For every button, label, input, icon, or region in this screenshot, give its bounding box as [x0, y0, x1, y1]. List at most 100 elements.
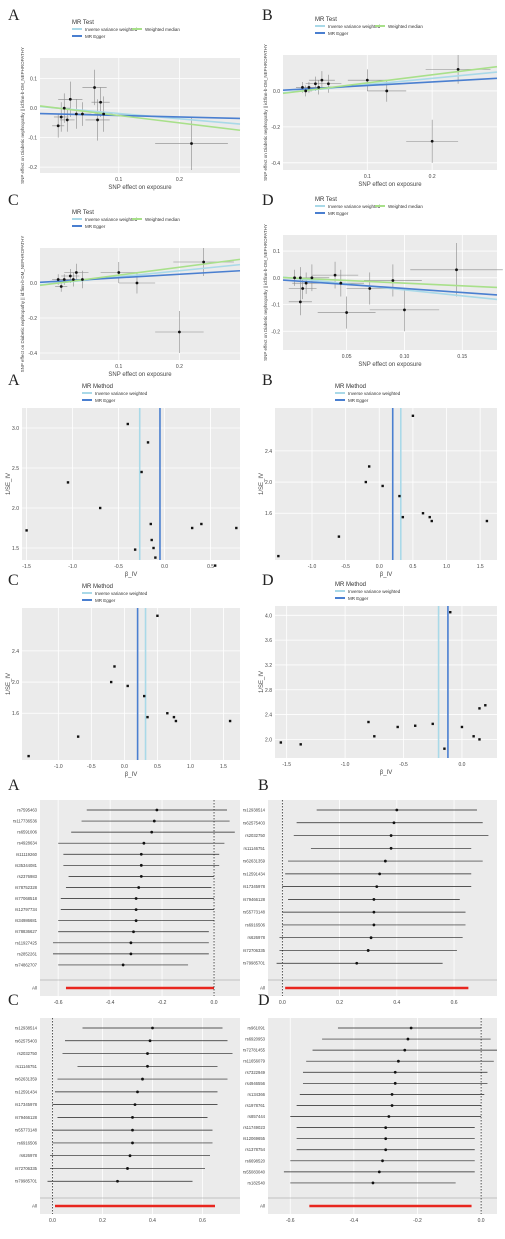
data-point: [401, 515, 405, 519]
legend-item: MR Egger: [85, 34, 106, 39]
data-point: [421, 512, 425, 515]
snp-label: rs79466128: [243, 897, 266, 902]
snp-label: rs77068518: [15, 896, 38, 901]
data-point: [177, 330, 181, 334]
data-point: [431, 722, 434, 726]
data-point: [304, 281, 308, 285]
data-point: [299, 743, 302, 746]
point-estimate: [139, 863, 143, 867]
snp-label: rs12938514: [15, 1026, 38, 1031]
data-point: [235, 526, 238, 530]
snp-label: rs6916506: [17, 1140, 37, 1145]
data-point: [449, 611, 452, 614]
data-point: [146, 441, 150, 444]
point-estimate: [129, 941, 133, 945]
y-tick-label: 2.0: [12, 680, 19, 686]
snp-label: rs2852261: [17, 951, 37, 956]
legend-item: MR Egger: [328, 211, 349, 216]
snp-label: rs11927425: [15, 940, 37, 945]
legend-item: Inverse variance weighted: [85, 217, 138, 222]
x-tick-label: 1.0: [443, 564, 450, 570]
data-point: [298, 276, 302, 280]
legend-title: MR Method: [335, 582, 366, 588]
data-point: [213, 564, 217, 567]
forest-plot: 0.0 0.2 0.4 0.6 rs12938514 rs62575403 rs203275…: [15, 1018, 240, 1224]
point-estimate: [395, 808, 399, 812]
data-point: [326, 82, 330, 86]
y-tick-label: 4.0: [265, 613, 272, 619]
snp-label: rs4946556: [245, 1081, 265, 1086]
data-point: [277, 554, 280, 558]
x-tick-label: 1.5: [477, 564, 484, 570]
y-tick-label: -0.1: [271, 303, 280, 309]
snp-label: rs55773148: [15, 1128, 38, 1133]
data-point: [126, 422, 129, 426]
point-estimate: [403, 1048, 407, 1052]
data-point: [314, 82, 317, 86]
legend-title: MR Method: [82, 584, 113, 590]
snp-label: rs1978761: [245, 1103, 265, 1108]
data-point: [485, 519, 489, 523]
data-point: [146, 715, 149, 719]
y-axis-title: SNP effect on Diabetic nephropathy || id…: [20, 236, 25, 373]
point-estimate: [126, 1167, 129, 1170]
panel-label: D: [262, 572, 274, 589]
data-point: [93, 86, 96, 89]
x-tick-label: 1.5: [220, 764, 227, 770]
snp-label: rs6920953: [245, 1037, 265, 1042]
panel-label: D: [258, 992, 270, 1009]
data-point: [74, 271, 78, 274]
data-point: [304, 89, 308, 93]
x-tick-label: 0.5: [207, 564, 214, 570]
point-estimate: [134, 919, 138, 923]
x-tick-label: 0.0: [161, 564, 168, 570]
y-tick-label: 0.0: [30, 281, 37, 287]
data-point: [430, 139, 434, 143]
y-tick-label: 0.1: [273, 249, 280, 255]
data-point: [339, 281, 343, 285]
point-estimate: [378, 872, 382, 876]
data-point: [59, 115, 63, 119]
point-estimate: [129, 952, 133, 956]
regression-line-0: [282, 276, 498, 301]
point-estimate: [128, 1154, 132, 1158]
data-point: [455, 268, 458, 272]
x-tick-label: -1.5: [22, 564, 31, 570]
data-point: [317, 85, 321, 89]
plot-panel: [40, 248, 240, 360]
y-tick-label: -0.2: [28, 316, 37, 322]
data-point: [381, 484, 384, 488]
x-tick-label: 0.2: [336, 1000, 343, 1006]
point-estimate: [372, 897, 376, 901]
data-point: [98, 506, 102, 510]
data-point: [202, 260, 206, 264]
point-estimate: [148, 1039, 152, 1043]
panel-label: B: [258, 777, 269, 794]
x-tick-label: 0.2: [176, 364, 183, 370]
regression-line-2: [282, 276, 498, 289]
x-tick-label: 0.0: [279, 1000, 286, 1006]
snp-label: rs857444: [248, 1114, 266, 1119]
data-point: [172, 715, 176, 719]
point-estimate: [134, 908, 138, 911]
y-tick-label: 3.2: [265, 663, 272, 669]
data-point: [414, 724, 417, 727]
x-tick-label: -1.0: [341, 762, 350, 768]
x-axis-title: SNP effect on exposure: [108, 372, 172, 378]
data-point: [228, 719, 232, 723]
snp-label: rs2032750: [17, 1051, 37, 1056]
plot-panel: [40, 1018, 240, 1214]
data-point: [307, 85, 311, 89]
x-tick-label: 0.1: [364, 174, 371, 180]
y-axis-title: SNP effect on Diabetic nephropathy || id…: [263, 44, 268, 181]
regression-line-1: [282, 279, 498, 296]
point-estimate: [132, 930, 135, 934]
x-tick-label: 0.1: [115, 364, 122, 370]
x-tick-label: -0.2: [413, 1218, 422, 1224]
snp-label: rs78836627: [15, 929, 38, 934]
snp-label: rs6916506: [245, 922, 265, 927]
x-tick-label: 0.2: [176, 177, 183, 183]
